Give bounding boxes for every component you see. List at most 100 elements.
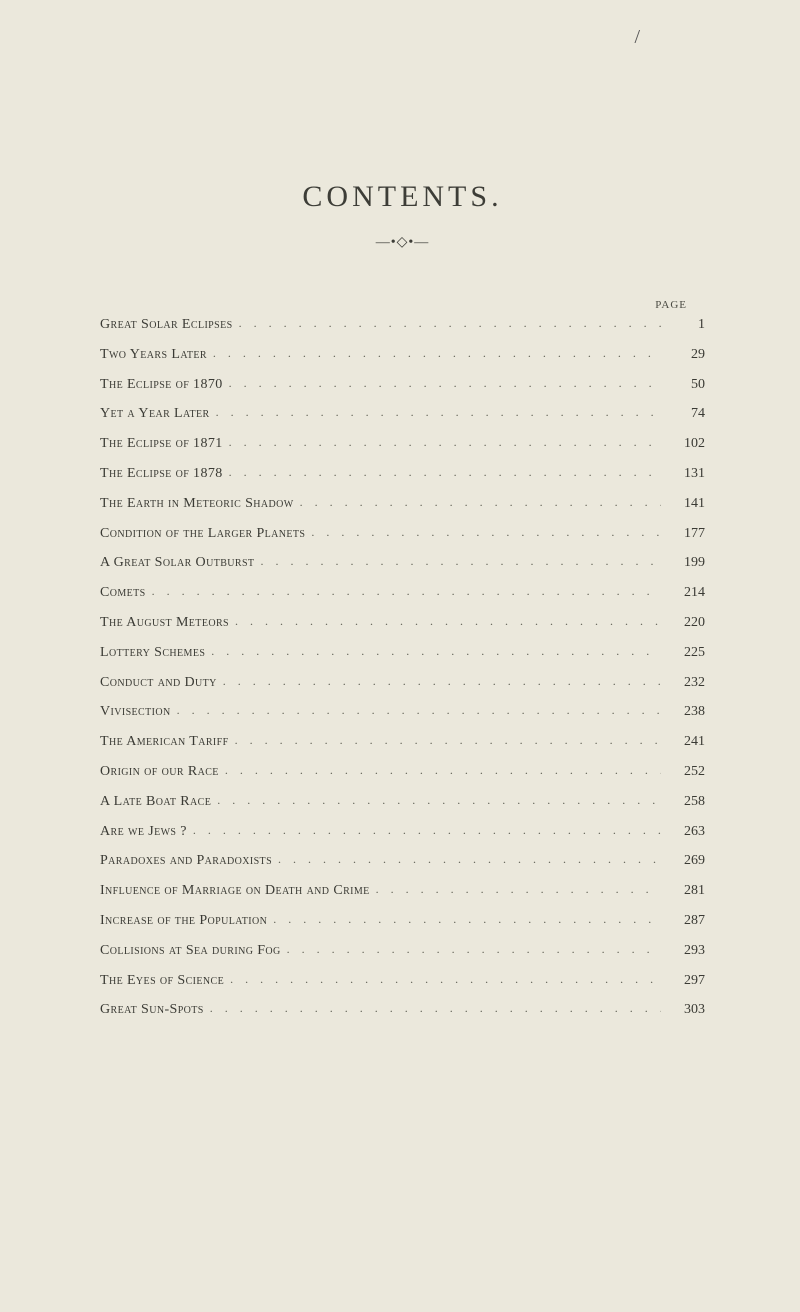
toc-row: The Eclipse of 1871.....................… [100, 436, 705, 453]
toc-leader-dots: ........................................… [233, 316, 661, 330]
toc-entry-title: The Eclipse of 1878 [100, 466, 223, 483]
toc-row: Lottery Schemes.........................… [100, 645, 705, 662]
toc-row: Paradoxes and Paradoxists...............… [100, 853, 705, 870]
toc-entry-page: 238 [661, 704, 705, 721]
toc-row: Are we Jews ?...........................… [100, 824, 705, 841]
toc-leader-dots: ........................................… [223, 376, 661, 390]
toc-leader-dots: ........................................… [229, 733, 661, 747]
toc-leader-dots: ........................................… [272, 852, 661, 866]
toc-row: Conduct and Duty........................… [100, 675, 705, 692]
toc-entry-page: 29 [661, 347, 705, 364]
toc-row: The Eyes of Science.....................… [100, 973, 705, 990]
toc-leader-dots: ........................................… [211, 793, 661, 807]
toc-leader-dots: ........................................… [229, 614, 661, 628]
toc-leader-dots: ........................................… [224, 972, 661, 986]
toc-entry-page: 214 [661, 585, 705, 602]
toc-leader-dots: ........................................… [187, 823, 661, 837]
toc-entry-page: 252 [661, 764, 705, 781]
toc-row: Influence of Marriage on Death and Crime… [100, 883, 705, 900]
toc-row: A Late Boat Race........................… [100, 794, 705, 811]
toc-entry-title: Are we Jews ? [100, 824, 187, 841]
toc-leader-dots: ........................................… [204, 1001, 661, 1015]
toc-entry-title: Yet a Year Later [100, 406, 210, 423]
toc-leader-dots: ........................................… [207, 346, 661, 360]
table-of-contents: Great Solar Eclipses....................… [100, 317, 705, 1019]
toc-entry-title: Two Years Later [100, 347, 207, 364]
toc-entry-page: 1 [661, 317, 705, 334]
toc-entry-page: 303 [661, 1002, 705, 1019]
toc-entry-title: The Eclipse of 1870 [100, 377, 223, 394]
toc-leader-dots: ........................................… [171, 703, 661, 717]
toc-entry-page: 102 [661, 436, 705, 453]
toc-entry-title: Vivisection [100, 704, 171, 721]
toc-entry-page: 131 [661, 466, 705, 483]
toc-row: The Eclipse of 1878.....................… [100, 466, 705, 483]
page-title: CONTENTS. [100, 180, 705, 214]
toc-row: Great Sun-Spots.........................… [100, 1002, 705, 1019]
toc-entry-page: 281 [661, 883, 705, 900]
toc-entry-title: The Eclipse of 1871 [100, 436, 223, 453]
toc-row: Two Years Later.........................… [100, 347, 705, 364]
toc-row: Collisions at Sea during Fog............… [100, 943, 705, 960]
corner-mark: / [634, 26, 640, 49]
toc-row: Vivisection.............................… [100, 704, 705, 721]
toc-row: Condition of the Larger Planets.........… [100, 526, 705, 543]
toc-entry-title: The Earth in Meteoric Shadow [100, 496, 294, 513]
toc-entry-title: Lottery Schemes [100, 645, 205, 662]
page-column-label: PAGE [655, 299, 687, 311]
toc-entry-title: Great Solar Eclipses [100, 317, 233, 334]
toc-leader-dots: ........................................… [254, 554, 661, 568]
toc-entry-page: 269 [661, 853, 705, 870]
toc-entry-page: 199 [661, 555, 705, 572]
toc-row: The Earth in Meteoric Shadow............… [100, 496, 705, 513]
toc-entry-page: 225 [661, 645, 705, 662]
toc-entry-page: 74 [661, 406, 705, 423]
toc-entry-page: 50 [661, 377, 705, 394]
toc-entry-title: Condition of the Larger Planets [100, 526, 305, 543]
toc-row: Increase of the Population..............… [100, 913, 705, 930]
toc-leader-dots: ........................................… [370, 882, 661, 896]
toc-entry-page: 297 [661, 973, 705, 990]
ornament: —•◇•— [100, 234, 705, 251]
toc-entry-title: Influence of Marriage on Death and Crime [100, 883, 370, 900]
toc-entry-title: Great Sun-Spots [100, 1002, 204, 1019]
toc-entry-title: The Eyes of Science [100, 973, 224, 990]
toc-leader-dots: ........................................… [223, 435, 661, 449]
toc-entry-page: 293 [661, 943, 705, 960]
toc-leader-dots: ........................................… [305, 525, 661, 539]
toc-row: Great Solar Eclipses....................… [100, 317, 705, 334]
toc-leader-dots: ........................................… [217, 674, 661, 688]
toc-entry-page: 177 [661, 526, 705, 543]
toc-row: The Eclipse of 1870.....................… [100, 377, 705, 394]
toc-leader-dots: ........................................… [146, 584, 661, 598]
toc-entry-page: 287 [661, 913, 705, 930]
toc-row: A Great Solar Outburst..................… [100, 555, 705, 572]
toc-entry-title: Conduct and Duty [100, 675, 217, 692]
toc-row: Comets..................................… [100, 585, 705, 602]
toc-entry-title: Origin of our Race [100, 764, 219, 781]
toc-entry-page: 241 [661, 734, 705, 751]
toc-entry-title: Comets [100, 585, 146, 602]
toc-leader-dots: ........................................… [223, 465, 661, 479]
toc-entry-title: The American Tariff [100, 734, 229, 751]
toc-row: The American Tariff.....................… [100, 734, 705, 751]
toc-entry-title: Collisions at Sea during Fog [100, 943, 281, 960]
toc-entry-page: 141 [661, 496, 705, 513]
contents-page: CONTENTS. —•◇•— PAGE Great Solar Eclipse… [0, 0, 800, 1079]
toc-leader-dots: ........................................… [281, 942, 661, 956]
toc-row: Yet a Year Later........................… [100, 406, 705, 423]
toc-entry-title: A Great Solar Outburst [100, 555, 254, 572]
toc-entry-title: The August Meteors [100, 615, 229, 632]
toc-entry-title: A Late Boat Race [100, 794, 211, 811]
toc-row: The August Meteors......................… [100, 615, 705, 632]
toc-leader-dots: ........................................… [294, 495, 661, 509]
toc-leader-dots: ........................................… [210, 405, 661, 419]
toc-leader-dots: ........................................… [267, 912, 661, 926]
toc-leader-dots: ........................................… [205, 644, 661, 658]
toc-entry-title: Paradoxes and Paradoxists [100, 853, 272, 870]
toc-entry-page: 232 [661, 675, 705, 692]
toc-entry-page: 258 [661, 794, 705, 811]
toc-leader-dots: ........................................… [219, 763, 661, 777]
toc-entry-page: 220 [661, 615, 705, 632]
toc-entry-title: Increase of the Population [100, 913, 267, 930]
